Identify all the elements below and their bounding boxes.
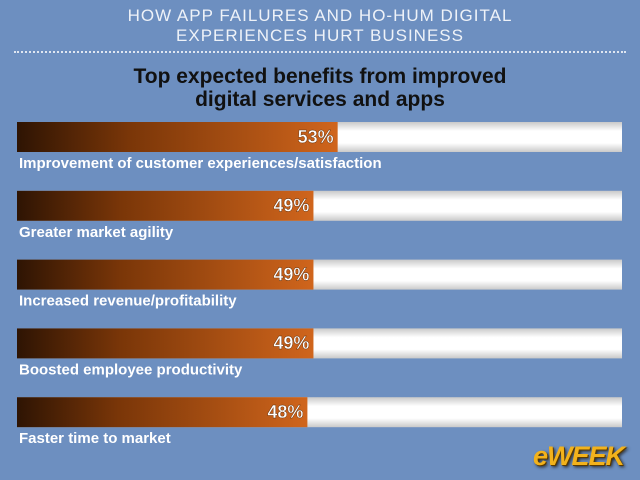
bar	[17, 122, 338, 152]
category-label: Improvement of customer experiences/sati…	[19, 155, 382, 172]
logo: eWEEK	[532, 441, 625, 471]
divider	[14, 51, 626, 53]
value-label: 49%	[273, 333, 309, 353]
header: HOW APP FAILURES AND HO-HUM DIGITAL EXPE…	[0, 6, 640, 46]
value-label: 48%	[267, 402, 303, 422]
category-label: Greater market agility	[19, 224, 174, 241]
bar	[17, 259, 314, 290]
value-label: 49%	[273, 196, 309, 216]
bar	[17, 190, 314, 221]
category-label: Faster time to market	[19, 430, 171, 447]
value-label: 53%	[298, 127, 334, 147]
category-label: Boosted employee productivity	[19, 361, 243, 378]
bar	[17, 328, 314, 359]
bar	[17, 397, 308, 428]
header-line: EXPERIENCES HURT BUSINESS	[176, 26, 464, 45]
value-label: 49%	[273, 264, 309, 284]
category-label: Increased revenue/profitability	[19, 293, 237, 310]
header-line: HOW APP FAILURES AND HO-HUM DIGITAL	[127, 6, 513, 25]
chart-title: Top expected benefits from improved digi…	[133, 65, 507, 111]
